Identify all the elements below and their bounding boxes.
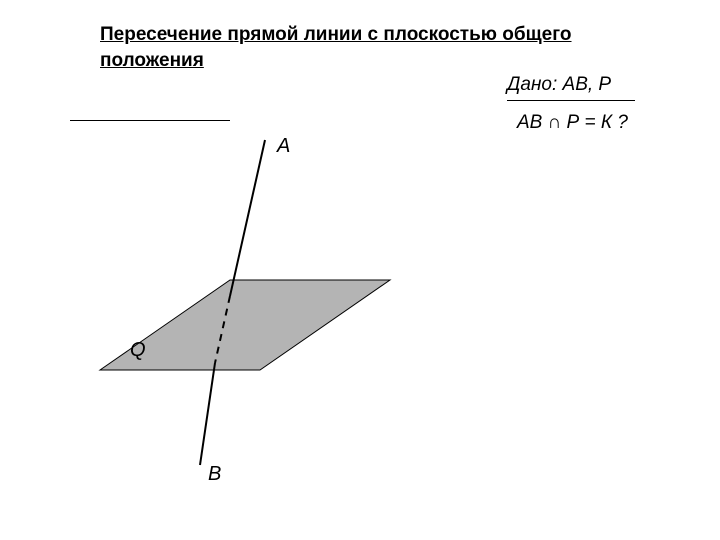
given-line-1: Дано: АВ, Р xyxy=(507,74,635,101)
diagram: A B Q xyxy=(70,120,430,520)
label-A: A xyxy=(276,135,290,157)
given-line-2: АВ ∩ Р = К ? xyxy=(517,112,628,134)
label-Q: Q xyxy=(130,339,146,361)
line-AB-top xyxy=(230,140,265,296)
page-title: Пересечение прямой линии с плоскостью об… xyxy=(100,22,580,73)
label-B: B xyxy=(208,463,221,485)
line-AB-bottom xyxy=(200,363,215,465)
